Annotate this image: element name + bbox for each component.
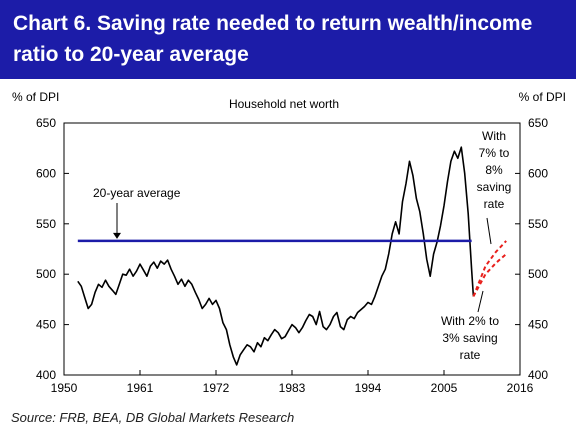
- y-tick-label-left: 400: [36, 368, 56, 382]
- x-tick-label: 1994: [355, 381, 382, 395]
- annotation-high-saving-line: 8%: [485, 163, 503, 177]
- y-tick-label-right: 650: [528, 116, 548, 130]
- y-tick-label-left: 650: [36, 116, 56, 130]
- x-tick-label: 1950: [51, 381, 78, 395]
- y-tick-label-left: 550: [36, 217, 56, 231]
- x-tick-label: 1972: [203, 381, 230, 395]
- projection-high-saving: [472, 240, 507, 297]
- x-tick-label: 2016: [507, 381, 534, 395]
- title-bar: Chart 6. Saving rate needed to return we…: [0, 0, 576, 79]
- y-tick-label-left: 500: [36, 267, 56, 281]
- y-tick-label-right: 500: [528, 267, 548, 281]
- annotation-high-saving-line: rate: [484, 197, 505, 211]
- y-tick-label-left: 600: [36, 166, 56, 180]
- annotation-arrowhead-20-year: [113, 232, 121, 239]
- y-axis-label-left: % of DPI: [12, 90, 59, 104]
- chart-subtitle: Household net worth: [229, 97, 339, 111]
- annotation-low-saving-line: With 2% to: [441, 314, 499, 328]
- annotation-arrow-high-saving: [486, 217, 492, 245]
- annotation-low-saving-line: rate: [460, 348, 481, 362]
- y-tick-label-right: 450: [528, 318, 548, 332]
- y-axis-label-right: % of DPI: [519, 90, 566, 104]
- annotation-20-year: 20-year average: [93, 186, 181, 200]
- source-note: Source: FRB, BEA, DB Global Markets Rese…: [11, 410, 295, 425]
- annotation-arrow-low-saving: [477, 290, 484, 313]
- y-tick-label-left: 450: [36, 318, 56, 332]
- y-tick-label-right: 400: [528, 368, 548, 382]
- series-line-net-worth: [77, 146, 475, 366]
- x-tick-label: 2005: [431, 381, 458, 395]
- x-tick-label: 1983: [279, 381, 306, 395]
- chart-title: Chart 6. Saving rate needed to return we…: [13, 12, 533, 66]
- annotation-high-saving-line: saving: [477, 180, 512, 194]
- y-tick-label-right: 550: [528, 217, 548, 231]
- y-tick-label-right: 600: [528, 166, 548, 180]
- annotation-high-saving-line: With: [482, 129, 506, 143]
- annotation-high-saving-line: 7% to: [479, 146, 510, 160]
- x-tick-label: 1961: [127, 381, 154, 395]
- annotation-low-saving-line: 3% saving: [442, 331, 497, 345]
- projection-low-saving: [472, 253, 507, 297]
